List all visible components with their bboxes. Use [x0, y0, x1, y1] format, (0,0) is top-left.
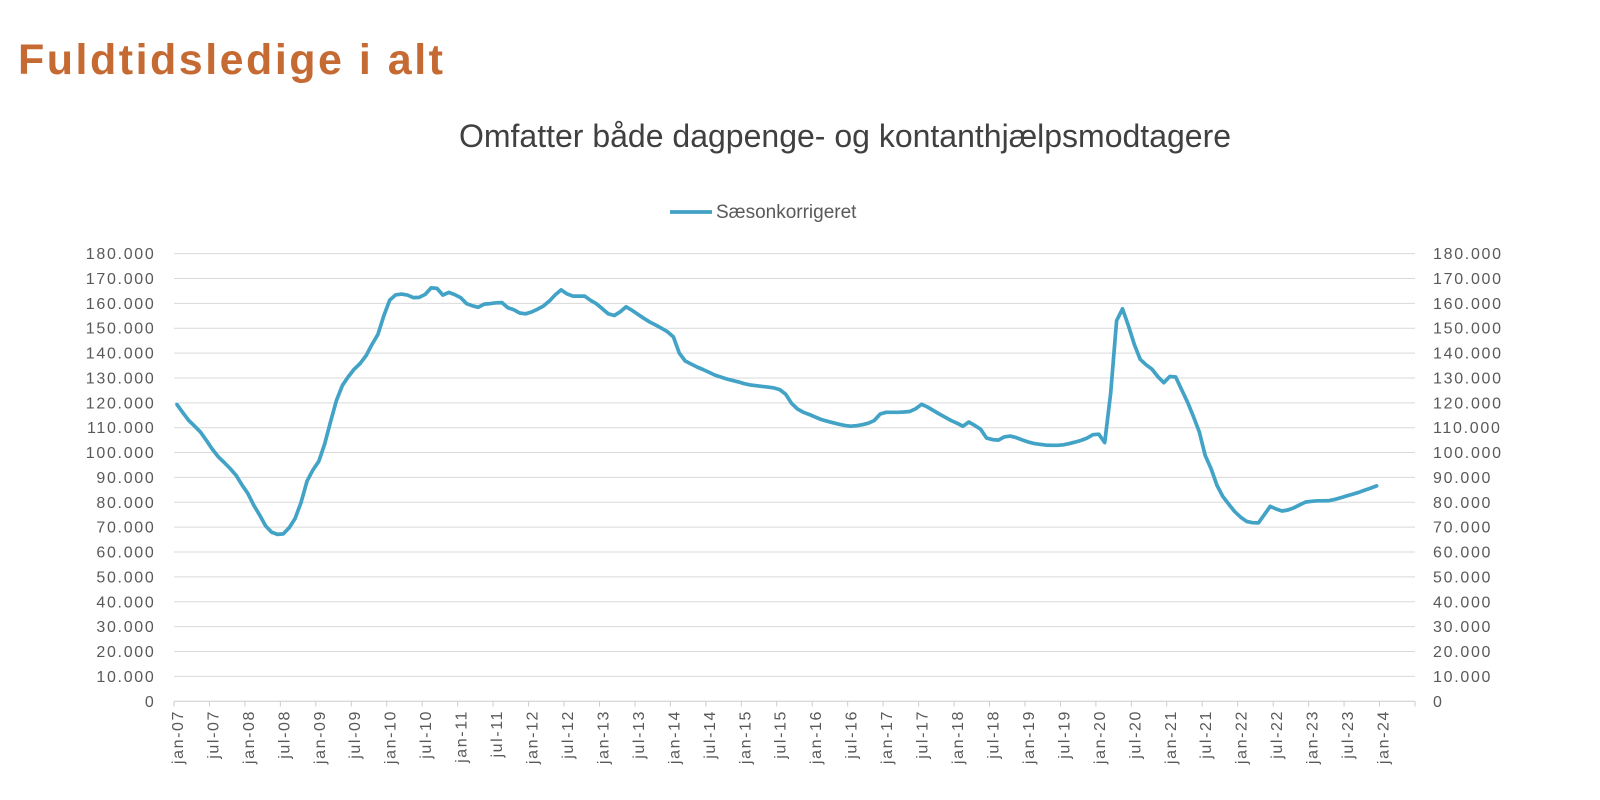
svg-text:30.000: 30.000 — [96, 619, 155, 636]
svg-text:140.000: 140.000 — [1433, 346, 1503, 363]
svg-text:60.000: 60.000 — [96, 545, 155, 562]
svg-text:jan-22: jan-22 — [1234, 710, 1251, 765]
svg-text:130.000: 130.000 — [1433, 370, 1503, 387]
svg-text:150.000: 150.000 — [1433, 321, 1503, 338]
svg-text:jan-21: jan-21 — [1163, 710, 1180, 765]
svg-text:140.000: 140.000 — [86, 346, 156, 363]
svg-text:jul-11: jul-11 — [489, 710, 506, 759]
svg-text:jan-09: jan-09 — [312, 710, 329, 765]
svg-text:70.000: 70.000 — [1433, 520, 1492, 537]
svg-text:jul-21: jul-21 — [1198, 710, 1215, 760]
svg-text:jan-23: jan-23 — [1305, 710, 1322, 765]
svg-text:jul-14: jul-14 — [702, 710, 719, 760]
svg-text:Sæsonkorrigeret: Sæsonkorrigeret — [716, 202, 857, 223]
svg-text:80.000: 80.000 — [1433, 495, 1492, 512]
svg-text:0: 0 — [1433, 694, 1444, 711]
svg-text:80.000: 80.000 — [96, 495, 155, 512]
svg-text:jan-14: jan-14 — [666, 710, 683, 765]
svg-text:jan-17: jan-17 — [879, 710, 896, 765]
svg-text:jul-23: jul-23 — [1340, 710, 1357, 760]
svg-text:170.000: 170.000 — [86, 271, 156, 288]
svg-text:50.000: 50.000 — [96, 569, 155, 586]
svg-text:170.000: 170.000 — [1433, 271, 1503, 288]
svg-text:jul-18: jul-18 — [986, 710, 1003, 760]
svg-text:100.000: 100.000 — [86, 445, 156, 462]
svg-text:jul-15: jul-15 — [773, 710, 790, 760]
svg-text:jul-08: jul-08 — [276, 710, 293, 760]
svg-text:jul-12: jul-12 — [560, 710, 577, 760]
svg-text:40.000: 40.000 — [1433, 594, 1492, 611]
svg-text:jul-16: jul-16 — [844, 710, 861, 760]
svg-text:jan-08: jan-08 — [241, 710, 258, 765]
svg-text:60.000: 60.000 — [1433, 545, 1492, 562]
svg-text:jan-19: jan-19 — [1021, 710, 1038, 765]
svg-text:10.000: 10.000 — [1433, 669, 1492, 686]
svg-text:90.000: 90.000 — [1433, 470, 1492, 487]
svg-text:Fuldtidsledige i alt: Fuldtidsledige i alt — [18, 36, 445, 84]
svg-text:120.000: 120.000 — [1433, 395, 1503, 412]
svg-text:jan-24: jan-24 — [1376, 710, 1393, 765]
svg-text:jan-11: jan-11 — [454, 710, 471, 764]
svg-text:jan-13: jan-13 — [595, 710, 612, 765]
svg-text:100.000: 100.000 — [1433, 445, 1503, 462]
svg-text:jan-20: jan-20 — [1092, 710, 1109, 765]
svg-text:jul-09: jul-09 — [347, 710, 364, 760]
svg-text:jul-19: jul-19 — [1056, 710, 1073, 760]
svg-text:jul-20: jul-20 — [1127, 710, 1144, 760]
svg-text:110.000: 110.000 — [1433, 420, 1502, 437]
svg-text:0: 0 — [145, 694, 156, 711]
svg-text:jul-22: jul-22 — [1269, 710, 1286, 760]
svg-text:jul-07: jul-07 — [205, 710, 222, 760]
svg-text:20.000: 20.000 — [96, 644, 155, 661]
svg-text:jan-16: jan-16 — [808, 710, 825, 765]
svg-text:jul-10: jul-10 — [418, 710, 435, 760]
svg-text:160.000: 160.000 — [1433, 296, 1503, 313]
svg-text:jan-18: jan-18 — [950, 710, 967, 765]
svg-text:110.000: 110.000 — [87, 420, 156, 437]
svg-text:20.000: 20.000 — [1433, 644, 1492, 661]
svg-text:Omfatter både dagpenge- og kon: Omfatter både dagpenge- og kontanthjælps… — [459, 118, 1231, 154]
svg-text:70.000: 70.000 — [96, 520, 155, 537]
svg-text:jan-15: jan-15 — [737, 710, 754, 765]
svg-text:jul-17: jul-17 — [915, 710, 932, 760]
svg-text:30.000: 30.000 — [1433, 619, 1492, 636]
svg-text:50.000: 50.000 — [1433, 569, 1492, 586]
svg-text:180.000: 180.000 — [1433, 246, 1503, 263]
svg-text:jan-12: jan-12 — [525, 710, 542, 765]
svg-text:40.000: 40.000 — [96, 594, 155, 611]
svg-text:180.000: 180.000 — [86, 246, 156, 263]
svg-text:90.000: 90.000 — [96, 470, 155, 487]
svg-text:160.000: 160.000 — [86, 296, 156, 313]
svg-text:jan-10: jan-10 — [383, 710, 400, 765]
svg-text:120.000: 120.000 — [86, 395, 156, 412]
svg-text:jul-13: jul-13 — [631, 710, 648, 760]
svg-text:10.000: 10.000 — [96, 669, 155, 686]
svg-text:jan-07: jan-07 — [170, 710, 187, 765]
svg-text:130.000: 130.000 — [86, 370, 156, 387]
svg-text:150.000: 150.000 — [86, 321, 156, 338]
